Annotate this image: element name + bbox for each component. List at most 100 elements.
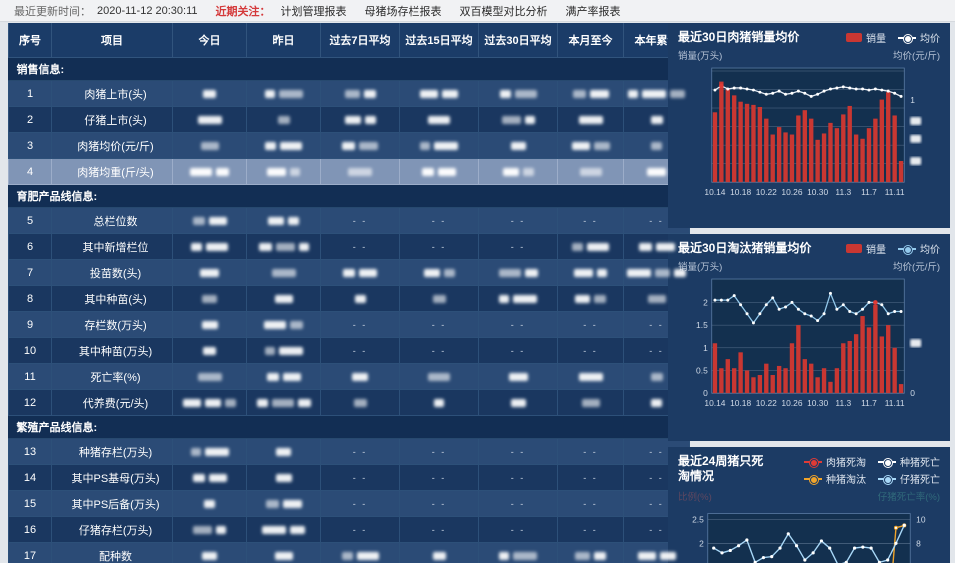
row-value-cell — [172, 389, 247, 416]
redacted-value — [277, 115, 290, 124]
table-row-14[interactable]: 14 其中PS基母(万头) - - - - - - - - - - — [8, 464, 690, 491]
topbar-link-4[interactable]: 满产率报表 — [565, 5, 621, 18]
row-item-name: 仔猪存栏(万头) — [51, 516, 173, 543]
section-row: 育肥产品线信息: — [8, 184, 690, 208]
svg-text:11.3: 11.3 — [835, 398, 851, 408]
redacted-value — [510, 398, 526, 407]
no-data-dashes: - - — [510, 524, 526, 535]
table-row-8[interactable]: 8 其中种苗(头) — [8, 285, 690, 312]
legend-label: 均价 — [920, 245, 940, 256]
legend-item-1[interactable]: 肉猪死淘 — [804, 454, 866, 469]
redacted-value — [265, 141, 276, 150]
row-value-cell — [399, 363, 479, 390]
row-value-cell — [557, 80, 624, 107]
chart-panel-cull-sales: 最近30日淘汰猪销量均价 销量 均价 销量(万头) 均价(元/斤) 10.14 10… — [668, 234, 950, 441]
svg-text:1: 1 — [703, 343, 708, 353]
topbar-link-1[interactable]: 计划管理报表 — [280, 5, 347, 18]
redacted-value — [202, 551, 217, 560]
topbar-link-2[interactable]: 母猪场存栏报表 — [364, 5, 442, 18]
right-axis-label: 仔猪死亡率(%) — [877, 492, 940, 503]
redacted-value — [280, 141, 302, 150]
table-row-5[interactable]: 5 总栏位数 - - - - - - - - - - — [8, 207, 690, 234]
table-row-17[interactable]: 17 配种数 — [8, 542, 690, 563]
row-item-name: 肉猪均价(元/斤) — [51, 132, 173, 159]
redacted-value — [352, 372, 368, 381]
legend-item-3[interactable]: 种猪淘汰 — [804, 471, 866, 486]
axis-labels: 销量(万头) 均价(元/斤) — [678, 259, 940, 273]
row-value-cell — [320, 132, 400, 159]
redacted-value — [627, 268, 651, 277]
row-value-cell — [172, 259, 247, 286]
table-row-4[interactable]: 4 肉猪均重(斤/头) — [8, 158, 690, 185]
table-row-9[interactable]: 9 存栏数(万头) - - - - - - - - - - — [8, 311, 690, 338]
column-header: 过去30日平均 — [478, 23, 558, 58]
table-row-15[interactable]: 15 其中PS后备(万头) - - - - - - - - - - — [8, 490, 690, 517]
section-label: 销售信息: — [8, 57, 690, 81]
row-number: 14 — [8, 464, 52, 491]
row-value-cell — [246, 337, 321, 364]
svg-text:1.5: 1.5 — [696, 320, 708, 330]
legend-item-2[interactable]: 均价 — [898, 30, 940, 45]
chart-legend: 销量 均价 — [846, 30, 940, 45]
redacted-value — [364, 115, 376, 124]
redacted-value — [443, 268, 455, 277]
table-row-10[interactable]: 10 其中种苗(万头) - - - - - - - - - - — [8, 337, 690, 364]
right-axis-label: 均价(元/斤) — [893, 262, 940, 273]
redacted-value — [288, 216, 299, 225]
legend-label: 肉猪死淘 — [826, 458, 866, 469]
row-value-cell — [478, 80, 558, 107]
table-row-12[interactable]: 12 代养费(元/头) — [8, 389, 690, 416]
row-value-cell — [172, 106, 247, 133]
redacted-value — [499, 551, 509, 560]
legend-item-2[interactable]: 种猪死亡 — [878, 454, 940, 469]
table-row-7[interactable]: 7 投苗数(头) — [8, 259, 690, 286]
svg-text:1: 1 — [910, 95, 915, 105]
redacted-value — [642, 89, 666, 98]
redacted-value — [432, 551, 446, 560]
row-value-cell — [557, 132, 624, 159]
table-row-2[interactable]: 2 仔猪上市(头) — [8, 106, 690, 133]
panel-head: 最近24周猪只死淘情况 肉猪死淘 种猪死亡 种猪淘汰 仔猪死亡 — [678, 454, 940, 486]
svg-text:11.7: 11.7 — [861, 398, 877, 408]
redacted-value — [659, 551, 676, 560]
row-value-cell — [172, 516, 247, 543]
redacted-value — [514, 89, 537, 98]
legend-item-1[interactable]: 销量 — [846, 30, 886, 45]
topbar-link-3[interactable]: 双百模型对比分析 — [459, 5, 548, 18]
legend-item-1[interactable]: 销量 — [846, 241, 886, 256]
redacted-value — [499, 89, 511, 98]
table-row-3[interactable]: 3 肉猪均价(元/斤) — [8, 132, 690, 159]
row-value-cell — [246, 207, 321, 234]
table-row-13[interactable]: 13 种猪存栏(万头) - - - - - - - - - - — [8, 438, 690, 465]
row-value-cell: - - — [478, 438, 558, 465]
row-number: 1 — [8, 80, 52, 107]
redacted-value — [197, 115, 222, 124]
no-data-dashes: - - — [431, 446, 447, 457]
row-value-cell — [246, 80, 321, 107]
row-value-cell — [320, 259, 400, 286]
redacted-value — [197, 372, 222, 381]
table-row-11[interactable]: 11 死亡率(%) — [8, 363, 690, 390]
panel-head: 最近30日肉猪销量均价 销量 均价 — [678, 30, 940, 45]
row-item-name: 其中种苗(万头) — [51, 337, 173, 364]
redacted-value — [363, 89, 376, 98]
row-value-cell: - - — [478, 311, 558, 338]
redacted-value — [651, 141, 662, 150]
redacted-value — [647, 294, 666, 303]
redacted-value — [201, 320, 218, 329]
legend-label: 销量 — [866, 34, 886, 45]
table-row-1[interactable]: 1 肉猪上市(头) — [8, 80, 690, 107]
row-value-cell — [478, 285, 558, 312]
redacted-value — [344, 89, 360, 98]
no-data-dashes: - - — [352, 524, 368, 535]
legend-item-2[interactable]: 均价 — [898, 241, 940, 256]
legend-item-4[interactable]: 仔猪死亡 — [878, 471, 940, 486]
no-data-dashes: - - — [352, 319, 368, 330]
redacted-value — [276, 447, 291, 456]
svg-text:11.11: 11.11 — [885, 187, 905, 197]
table-row-6[interactable]: 6 其中新增栏位 - - - - - - — [8, 233, 690, 260]
redacted-value — [190, 447, 201, 456]
axis-labels: 比例(%) 仔猪死亡率(%) — [678, 489, 940, 503]
redacted-value — [428, 115, 450, 124]
table-row-16[interactable]: 16 仔猪存栏(万头) - - - - - - - - - - — [8, 516, 690, 543]
